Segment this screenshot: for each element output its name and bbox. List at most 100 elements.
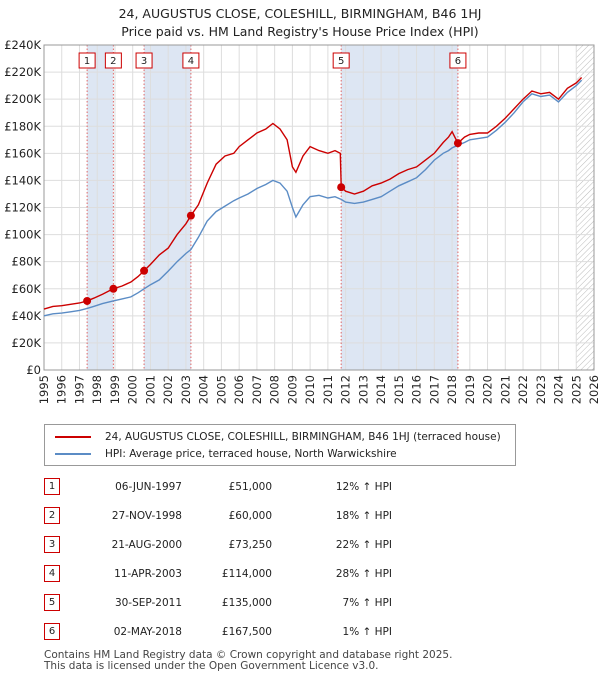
sale-badge-label-4: 4: [188, 56, 194, 67]
sale-date: 06-JUN-1997: [115, 480, 182, 493]
sale-point-4: [186, 211, 195, 220]
y-tick-label: £80K: [12, 255, 42, 269]
sale-date-cell: 27-NOV-1998: [72, 501, 182, 530]
sale-badge-6: [449, 52, 467, 69]
sale-date-cell: 06-JUN-1997: [72, 472, 182, 501]
x-tick-label: 2001: [143, 375, 157, 404]
sale-date-cell: 30-SEP-2011: [72, 588, 182, 617]
x-tick-label: 2000: [126, 375, 140, 404]
plot-border: [43, 44, 595, 371]
price-line-chart: £0 £20K £40K £60K £80K £100K £120K £140K £160K £1…: [4, 38, 600, 404]
footer: Contains HM Land Registry data © Crown c…: [44, 650, 452, 672]
x-tick-label: 2022: [516, 375, 530, 404]
footer-line-licence: This data is licensed under the Open Gov…: [44, 660, 379, 672]
x-tick-label: 2006: [232, 375, 246, 404]
sale-hpi-change: 28% ↑ HPI: [335, 567, 392, 580]
sale-date-cell: 02-MAY-2018: [72, 617, 182, 646]
x-tick-label: 2024: [552, 375, 566, 404]
sale-date: 27-NOV-1998: [111, 509, 182, 522]
footer-line-copyright: Contains HM Land Registry data © Crown c…: [44, 649, 453, 661]
sale-date: 30-SEP-2011: [114, 596, 182, 609]
x-tick-label: 2003: [179, 375, 193, 404]
sale-hpi-change-cell: 18% ↑ HPI: [272, 501, 392, 530]
x-tick-label: 2020: [481, 375, 495, 404]
sales-table: 1 06-JUN-1997 £51,000 12% ↑ HPI 2 27-NOV-1998…: [44, 472, 392, 646]
sale-badge-2: [104, 52, 122, 69]
y-tick-label: £120K: [4, 201, 41, 215]
x-tick-label: 2012: [339, 375, 353, 404]
sale-badge-label-1: 1: [84, 56, 90, 67]
chart-title: 24, AUGUSTUS CLOSE, COLESHILL, BIRMINGHA…: [118, 6, 482, 21]
y-tick-label: £220K: [4, 65, 41, 79]
x-tick-label: 1996: [55, 375, 69, 404]
sale-row: 5 30-SEP-2011 £135,000 7% ↑ HPI: [44, 588, 392, 617]
sale-date: 11-APR-2003: [114, 567, 182, 580]
sale-number-badge: 6: [44, 623, 60, 640]
sale-price: £167,500: [221, 625, 272, 638]
x-tick-label: 2004: [197, 375, 211, 404]
sale-price: £60,000: [228, 509, 272, 522]
x-tick-label: 2025: [569, 375, 583, 404]
sale-hpi-change: 22% ↑ HPI: [335, 538, 392, 551]
sale-badge-label-6: 6: [455, 56, 461, 67]
y-tick-label: £20K: [12, 336, 42, 350]
x-tick-label: 1999: [108, 375, 122, 404]
sale-row: 1 06-JUN-1997 £51,000 12% ↑ HPI: [44, 472, 392, 501]
sale-row: 3 21-AUG-2000 £73,250 22% ↑ HPI: [44, 530, 392, 559]
y-tick-label: £100K: [4, 228, 41, 242]
sale-badge-label-5: 5: [338, 56, 344, 67]
sale-price: £114,000: [221, 567, 272, 580]
x-tick-label: 1998: [90, 375, 104, 404]
sale-hpi-change: 7% ↑ HPI: [342, 596, 392, 609]
x-tick-label: 2017: [427, 375, 441, 404]
sale-badge-1: [78, 52, 96, 69]
x-tick-label: 2026: [587, 375, 600, 404]
sale-number-badge: 5: [44, 594, 60, 611]
sale-number-badge: 1: [44, 478, 60, 495]
sale-price: £51,000: [228, 480, 272, 493]
x-tick-label: 2016: [410, 375, 424, 404]
sale-price-cell: £114,000: [182, 559, 272, 588]
legend-label-hpi: HPI: Average price, terraced house, Nort…: [105, 448, 397, 460]
x-tick-label: 2018: [445, 375, 459, 404]
sale-date-cell: 21-AUG-2000: [72, 530, 182, 559]
sale-number-badge-cell: 3: [44, 530, 72, 559]
x-tick-label: 1997: [72, 375, 86, 404]
sale-number-badge-cell: 1: [44, 472, 72, 501]
series-line-hpi: [43, 79, 583, 317]
sale-date: 02-MAY-2018: [113, 625, 182, 638]
sale-point-1: [83, 296, 92, 305]
sale-hpi-change-cell: 7% ↑ HPI: [272, 588, 392, 617]
sale-number-badge-cell: 4: [44, 559, 72, 588]
sale-badge-label-3: 3: [141, 56, 147, 67]
sale-point-5: [337, 183, 346, 192]
y-tick-label: £160K: [4, 146, 41, 160]
legend-swatch-hpi: [55, 453, 91, 455]
x-tick-label: 2013: [356, 375, 370, 404]
sale-badge-5: [332, 52, 350, 69]
sale-row: 2 27-NOV-1998 £60,000 18% ↑ HPI: [44, 501, 392, 530]
sale-hpi-change-cell: 28% ↑ HPI: [272, 559, 392, 588]
sale-price: £135,000: [221, 596, 272, 609]
sale-price-cell: £135,000: [182, 588, 272, 617]
y-tick-label: £40K: [12, 309, 42, 323]
sale-number-badge: 2: [44, 507, 60, 524]
sale-hpi-change-cell: 22% ↑ HPI: [272, 530, 392, 559]
sale-price-cell: £73,250: [182, 530, 272, 559]
x-tick-label: 2019: [463, 375, 477, 404]
sale-row: 6 02-MAY-2018 £167,500 1% ↑ HPI: [44, 617, 392, 646]
sale-hpi-change: 12% ↑ HPI: [335, 480, 392, 493]
y-tick-label: £60K: [12, 282, 42, 296]
x-tick-label: 2007: [250, 375, 264, 404]
x-tick-label: 2008: [268, 375, 282, 404]
sale-price: £73,250: [228, 538, 272, 551]
x-tick-label: 2011: [321, 375, 335, 404]
legend-item-property: 24, AUGUSTUS CLOSE, COLESHILL, BIRMINGHA…: [55, 429, 501, 445]
sale-row: 4 11-APR-2003 £114,000 28% ↑ HPI: [44, 559, 392, 588]
sale-hpi-change-cell: 1% ↑ HPI: [272, 617, 392, 646]
sale-hpi-change-cell: 12% ↑ HPI: [272, 472, 392, 501]
x-tick-label: 2021: [498, 375, 512, 404]
sale-number-badge: 4: [44, 565, 60, 582]
sale-hpi-change: 1% ↑ HPI: [342, 625, 392, 638]
